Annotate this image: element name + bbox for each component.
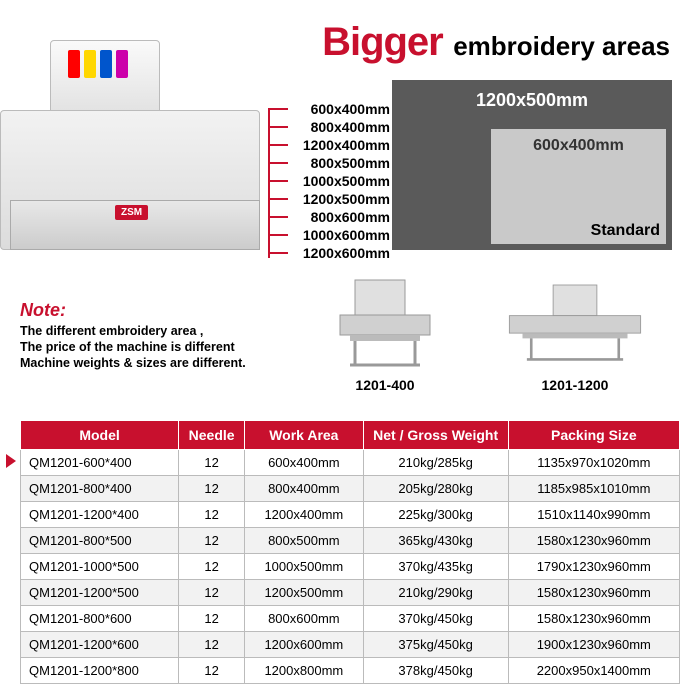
table-cell: 800x400mm	[245, 476, 364, 502]
table-cell: 1200x600mm	[245, 632, 364, 658]
headline-big: Bigger	[322, 20, 443, 64]
standard-label: Standard	[591, 222, 660, 240]
size-list-item: 800x600mm	[290, 208, 390, 226]
table-cell: 1510x1140x990mm	[508, 502, 679, 528]
table-cell: 1000x500mm	[245, 554, 364, 580]
note-line: The price of the machine is different	[20, 339, 280, 355]
table-cell: QM1201-1200*800	[21, 658, 179, 684]
table-cell: QM1201-1200*500	[21, 580, 179, 606]
table-cell: 1200x500mm	[245, 580, 364, 606]
table-cell: QM1201-1000*500	[21, 554, 179, 580]
size-list-item: 1200x400mm	[290, 136, 390, 154]
table-cell: 210kg/290kg	[363, 580, 508, 606]
table-row: QM1201-800*40012800x400mm205kg/280kg1185…	[21, 476, 680, 502]
table-cell: 12	[179, 606, 245, 632]
table-cell: 1185x985x1010mm	[508, 476, 679, 502]
size-list-item: 800x500mm	[290, 154, 390, 172]
size-list-item: 800x400mm	[290, 118, 390, 136]
table-cell: 12	[179, 502, 245, 528]
table-cell: 378kg/450kg	[363, 658, 508, 684]
note-line: Machine weights & sizes are different.	[20, 355, 280, 371]
table-cell: 12	[179, 450, 245, 476]
table-cell: 210kg/285kg	[363, 450, 508, 476]
table-cell: 1580x1230x960mm	[508, 528, 679, 554]
size-list-item: 1200x500mm	[290, 190, 390, 208]
headline-rest: embroidery areas	[453, 31, 670, 61]
spec-table: ModelNeedleWork AreaNet / Gross WeightPa…	[20, 420, 680, 684]
table-cell: 1200x400mm	[245, 502, 364, 528]
size-list-item: 1000x600mm	[290, 226, 390, 244]
table-row: QM1201-800*50012800x500mm365kg/430kg1580…	[21, 528, 680, 554]
table-cell: 12	[179, 554, 245, 580]
table-cell: 225kg/300kg	[363, 502, 508, 528]
table-header: Net / Gross Weight	[363, 421, 508, 450]
table-cell: 12	[179, 632, 245, 658]
table-row: QM1201-1000*500121000x500mm370kg/435kg17…	[21, 554, 680, 580]
table-cell: QM1201-600*400	[21, 450, 179, 476]
table-cell: 370kg/435kg	[363, 554, 508, 580]
mini-machine-2: 1201-1200	[500, 270, 650, 393]
table-cell: QM1201-800*600	[21, 606, 179, 632]
size-list-item: 1000x500mm	[290, 172, 390, 190]
note-block: Note: The different embroidery area , Th…	[20, 300, 280, 371]
table-header: Model	[21, 421, 179, 450]
size-list-item: 600x400mm	[290, 100, 390, 118]
row-pointer-icon	[6, 454, 16, 468]
note-line: The different embroidery area ,	[20, 323, 280, 339]
table-row: QM1201-600*40012600x400mm210kg/285kg1135…	[21, 450, 680, 476]
size-list-item: 1200x600mm	[290, 244, 390, 262]
table-cell: 375kg/450kg	[363, 632, 508, 658]
table-cell: QM1201-1200*400	[21, 502, 179, 528]
leader-lines	[268, 100, 288, 262]
table-cell: 800x500mm	[245, 528, 364, 554]
table-cell: 12	[179, 658, 245, 684]
table-row: QM1201-1200*800121200x800mm378kg/450kg22…	[21, 658, 680, 684]
table-header: Packing Size	[508, 421, 679, 450]
mini-caption-1: 1201-400	[310, 377, 460, 393]
table-cell: 2200x950x1400mm	[508, 658, 679, 684]
compare-inner-box: 600x400mm Standard	[491, 129, 666, 244]
table-cell: 800x600mm	[245, 606, 364, 632]
table-cell: 1135x970x1020mm	[508, 450, 679, 476]
table-cell: 600x400mm	[245, 450, 364, 476]
table-cell: QM1201-800*500	[21, 528, 179, 554]
table-cell: QM1201-1200*600	[21, 632, 179, 658]
table-cell: 12	[179, 476, 245, 502]
table-cell: 12	[179, 528, 245, 554]
compare-outer-label: 1200x500mm	[392, 90, 672, 111]
table-cell: 1580x1230x960mm	[508, 606, 679, 632]
mini-caption-2: 1201-1200	[500, 377, 650, 393]
table-header: Work Area	[245, 421, 364, 450]
table-row: QM1201-800*60012800x600mm370kg/450kg1580…	[21, 606, 680, 632]
table-cell: 1580x1230x960mm	[508, 580, 679, 606]
area-compare-box: 1200x500mm 600x400mm Standard	[392, 80, 672, 250]
brand-badge: ZSM	[115, 205, 148, 220]
table-header: Needle	[179, 421, 245, 450]
table-cell: 1790x1230x960mm	[508, 554, 679, 580]
compare-inner-label: 600x400mm	[491, 129, 666, 155]
size-list: 600x400mm800x400mm1200x400mm800x500mm100…	[290, 100, 390, 262]
headline: Bigger embroidery areas	[322, 20, 670, 65]
table-row: QM1201-1200*400121200x400mm225kg/300kg15…	[21, 502, 680, 528]
table-cell: QM1201-800*400	[21, 476, 179, 502]
mini-machine-1: 1201-400	[310, 270, 460, 393]
table-cell: 1900x1230x960mm	[508, 632, 679, 658]
note-title: Note:	[20, 300, 280, 321]
table-cell: 365kg/430kg	[363, 528, 508, 554]
product-hero-image: ZSM	[0, 20, 290, 280]
table-row: QM1201-1200*500121200x500mm210kg/290kg15…	[21, 580, 680, 606]
table-cell: 205kg/280kg	[363, 476, 508, 502]
spec-table-wrap: ModelNeedleWork AreaNet / Gross WeightPa…	[20, 420, 680, 684]
table-cell: 12	[179, 580, 245, 606]
table-row: QM1201-1200*600121200x600mm375kg/450kg19…	[21, 632, 680, 658]
table-cell: 370kg/450kg	[363, 606, 508, 632]
table-cell: 1200x800mm	[245, 658, 364, 684]
